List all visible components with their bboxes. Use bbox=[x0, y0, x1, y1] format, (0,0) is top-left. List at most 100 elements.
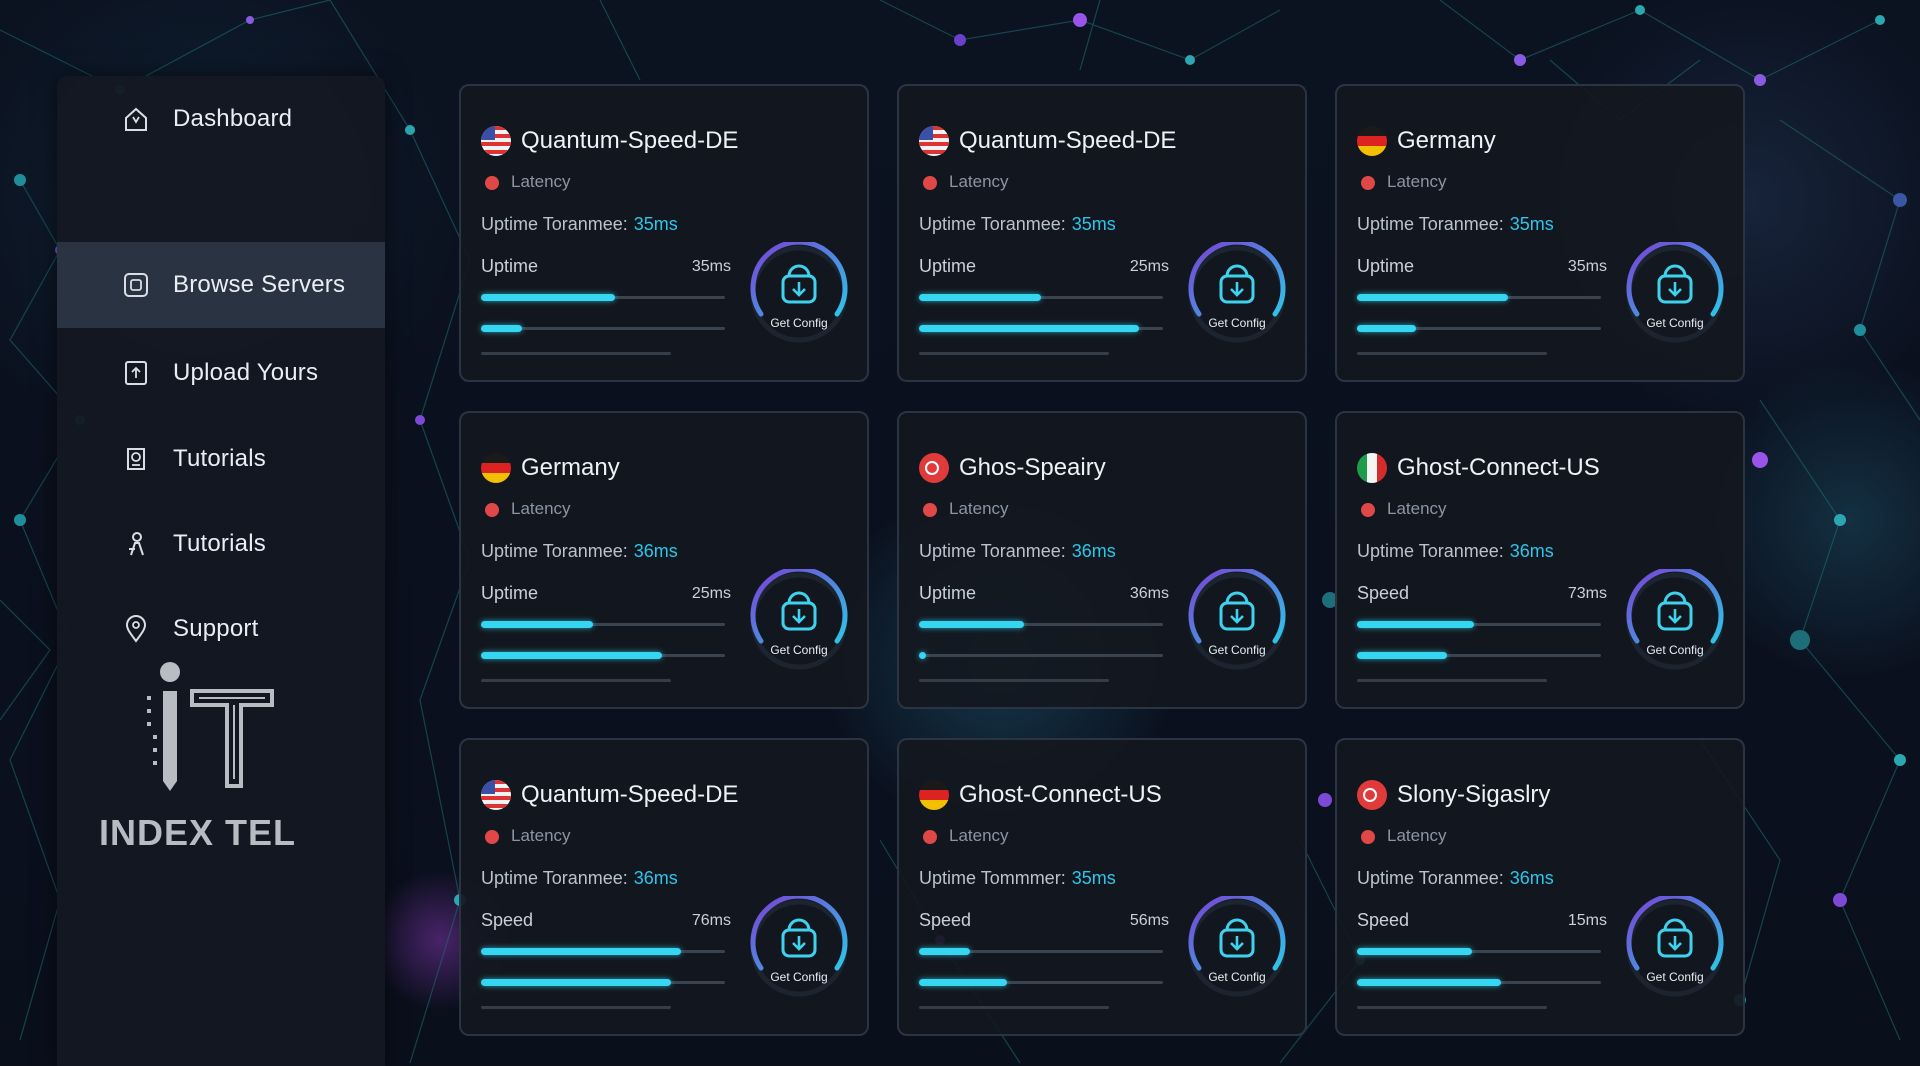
get-config-label: Get Config bbox=[770, 643, 828, 657]
sg-flag-icon bbox=[1357, 780, 1387, 810]
latency-label: Latency bbox=[949, 826, 1009, 845]
get-config-label: Get Config bbox=[1646, 643, 1704, 657]
location-pin-icon bbox=[121, 614, 151, 644]
metric-label: Uptime bbox=[919, 583, 977, 603]
server-card[interactable]: Ghos-Speairy Latency Uptime Toranmee: 36m… bbox=[897, 411, 1307, 709]
uptime-label: Uptime Toranmee: bbox=[919, 541, 1066, 561]
metric-value: 25ms bbox=[1129, 258, 1169, 275]
server-card[interactable]: Germany Latency Uptime Toranmee: 36ms Upt… bbox=[459, 411, 869, 709]
progress-ring bbox=[1188, 569, 1286, 670]
sidebar-item-upload-yours[interactable]: Upload Yours bbox=[57, 330, 385, 416]
get-config-button[interactable]: Get Config bbox=[747, 242, 851, 346]
progress-bar-secondary bbox=[919, 979, 1163, 986]
metric-label: Uptime bbox=[481, 256, 539, 276]
server-name: Germany bbox=[1397, 127, 1496, 154]
progress-fill bbox=[481, 979, 672, 986]
progress-bar-secondary bbox=[1357, 325, 1601, 332]
divider bbox=[1357, 352, 1547, 355]
progress-fill bbox=[919, 294, 1041, 301]
progress-bar-secondary bbox=[919, 325, 1163, 332]
divider bbox=[481, 1006, 671, 1009]
server-name: Germany bbox=[521, 454, 620, 481]
latency-label: Latency bbox=[511, 499, 571, 518]
get-config-label: Get Config bbox=[1208, 316, 1266, 330]
index-tel-logo bbox=[137, 661, 357, 871]
metric-value: 35ms bbox=[691, 258, 731, 275]
sidebar-item-tutorials[interactable]: Tutorials bbox=[57, 416, 385, 502]
server-card[interactable]: Ghost-Connect-US Latency Uptime Toranmee… bbox=[1335, 411, 1745, 709]
download-lock-icon bbox=[781, 918, 817, 958]
server-card[interactable]: Quantum-Speed-DE Latency Uptime Toranmee… bbox=[897, 84, 1307, 382]
progress-bar-secondary bbox=[481, 652, 725, 659]
server-name: Ghost-Connect-US bbox=[959, 781, 1162, 808]
download-lock-icon bbox=[781, 264, 817, 304]
server-card[interactable]: Ghost-Connect-US Latency Uptime Tommmer:… bbox=[897, 738, 1307, 1036]
uptime-label: Uptime Toranmee: bbox=[1357, 868, 1504, 888]
get-config-button[interactable]: Get Config bbox=[747, 896, 851, 1000]
server-card[interactable]: Quantum-Speed-DE Latency Uptime Toranmee… bbox=[459, 738, 869, 1036]
get-config-button[interactable]: Get Config bbox=[747, 569, 851, 673]
progress-bar-primary bbox=[919, 294, 1163, 301]
get-config-button[interactable]: Get Config bbox=[1185, 242, 1289, 346]
latency-label: Latency bbox=[949, 172, 1009, 191]
progress-ring bbox=[1626, 569, 1724, 670]
sidebar-item-label: Support bbox=[173, 615, 259, 642]
get-config-button[interactable]: Get Config bbox=[1623, 242, 1727, 346]
uptime-line: Uptime Tommmer: 35ms bbox=[919, 868, 1116, 889]
download-lock-icon bbox=[1657, 918, 1693, 958]
divider bbox=[919, 1006, 1109, 1009]
get-config-label: Get Config bbox=[1646, 316, 1704, 330]
server-card[interactable]: Quantum-Speed-DE Latency Uptime Toranmee… bbox=[459, 84, 869, 382]
status-dot bbox=[485, 503, 499, 517]
progress-bar-secondary bbox=[481, 325, 725, 332]
progress-ring bbox=[1626, 242, 1724, 343]
metric-label: Speed bbox=[1357, 910, 1410, 930]
sidebar-item-label: Browse Servers bbox=[173, 271, 346, 298]
divider bbox=[1357, 679, 1547, 682]
uptime-ms: 35ms bbox=[633, 214, 678, 234]
get-config-button[interactable]: Get Config bbox=[1185, 896, 1289, 1000]
uptime-line: Uptime Toranmee: 36ms bbox=[919, 541, 1116, 562]
divider bbox=[919, 352, 1109, 355]
sidebar-item-support[interactable]: Support bbox=[57, 586, 385, 672]
get-config-button[interactable]: Get Config bbox=[1185, 569, 1289, 673]
status-dot bbox=[1361, 503, 1375, 517]
uptime-ms: 35ms bbox=[1071, 868, 1116, 888]
progress-fill bbox=[1357, 621, 1475, 628]
metric-label: Uptime bbox=[1357, 256, 1415, 276]
progress-bar-primary bbox=[1357, 621, 1601, 628]
uptime-ms: 36ms bbox=[633, 868, 678, 888]
uptime-line: Uptime Toranmee: 35ms bbox=[1357, 214, 1554, 235]
metric-label: Speed bbox=[1357, 583, 1410, 603]
progress-fill bbox=[481, 652, 662, 659]
latency-label: Latency bbox=[511, 826, 571, 845]
sidebar-item-browse-servers[interactable]: Browse Servers bbox=[57, 242, 385, 328]
uptime-ms: 36ms bbox=[1509, 541, 1554, 561]
sidebar-item-label: Tutorials bbox=[173, 530, 266, 557]
server-name: Slony-Sigaslry bbox=[1397, 781, 1551, 808]
sidebar-item-dashboard[interactable]: Dashboard bbox=[57, 76, 385, 162]
uptime-ms: 36ms bbox=[633, 541, 678, 561]
metric-value: 36ms bbox=[1129, 585, 1169, 602]
progress-bar-primary bbox=[481, 294, 725, 301]
uptime-line: Uptime Toranmee: 36ms bbox=[1357, 541, 1554, 562]
progress-bar-secondary bbox=[1357, 979, 1601, 986]
progress-bar-secondary bbox=[1357, 652, 1601, 659]
metric-value: 15ms bbox=[1567, 912, 1607, 929]
server-card[interactable]: Slony-Sigaslry Latency Uptime Toranmee: 3… bbox=[1335, 738, 1745, 1036]
progress-bar-primary bbox=[1357, 294, 1601, 301]
server-name: Quantum-Speed-DE bbox=[521, 781, 739, 808]
status-dot bbox=[1361, 176, 1375, 190]
progress-fill bbox=[919, 979, 1007, 986]
uptime-line: Uptime Toranmee: 36ms bbox=[481, 868, 678, 889]
uptime-label: Uptime Toranmee: bbox=[481, 868, 628, 888]
server-card[interactable]: Germany Latency Uptime Toranmee: 35ms Upt… bbox=[1335, 84, 1745, 382]
get-config-button[interactable]: Get Config bbox=[1623, 896, 1727, 1000]
progress-fill bbox=[919, 621, 1024, 628]
get-config-button[interactable]: Get Config bbox=[1623, 569, 1727, 673]
status-dot bbox=[923, 503, 937, 517]
metric-label: Speed bbox=[919, 910, 972, 930]
progress-ring bbox=[750, 896, 848, 997]
sidebar-item-tutorials-2[interactable]: Tutorials bbox=[57, 501, 385, 587]
progress-fill bbox=[919, 948, 971, 955]
